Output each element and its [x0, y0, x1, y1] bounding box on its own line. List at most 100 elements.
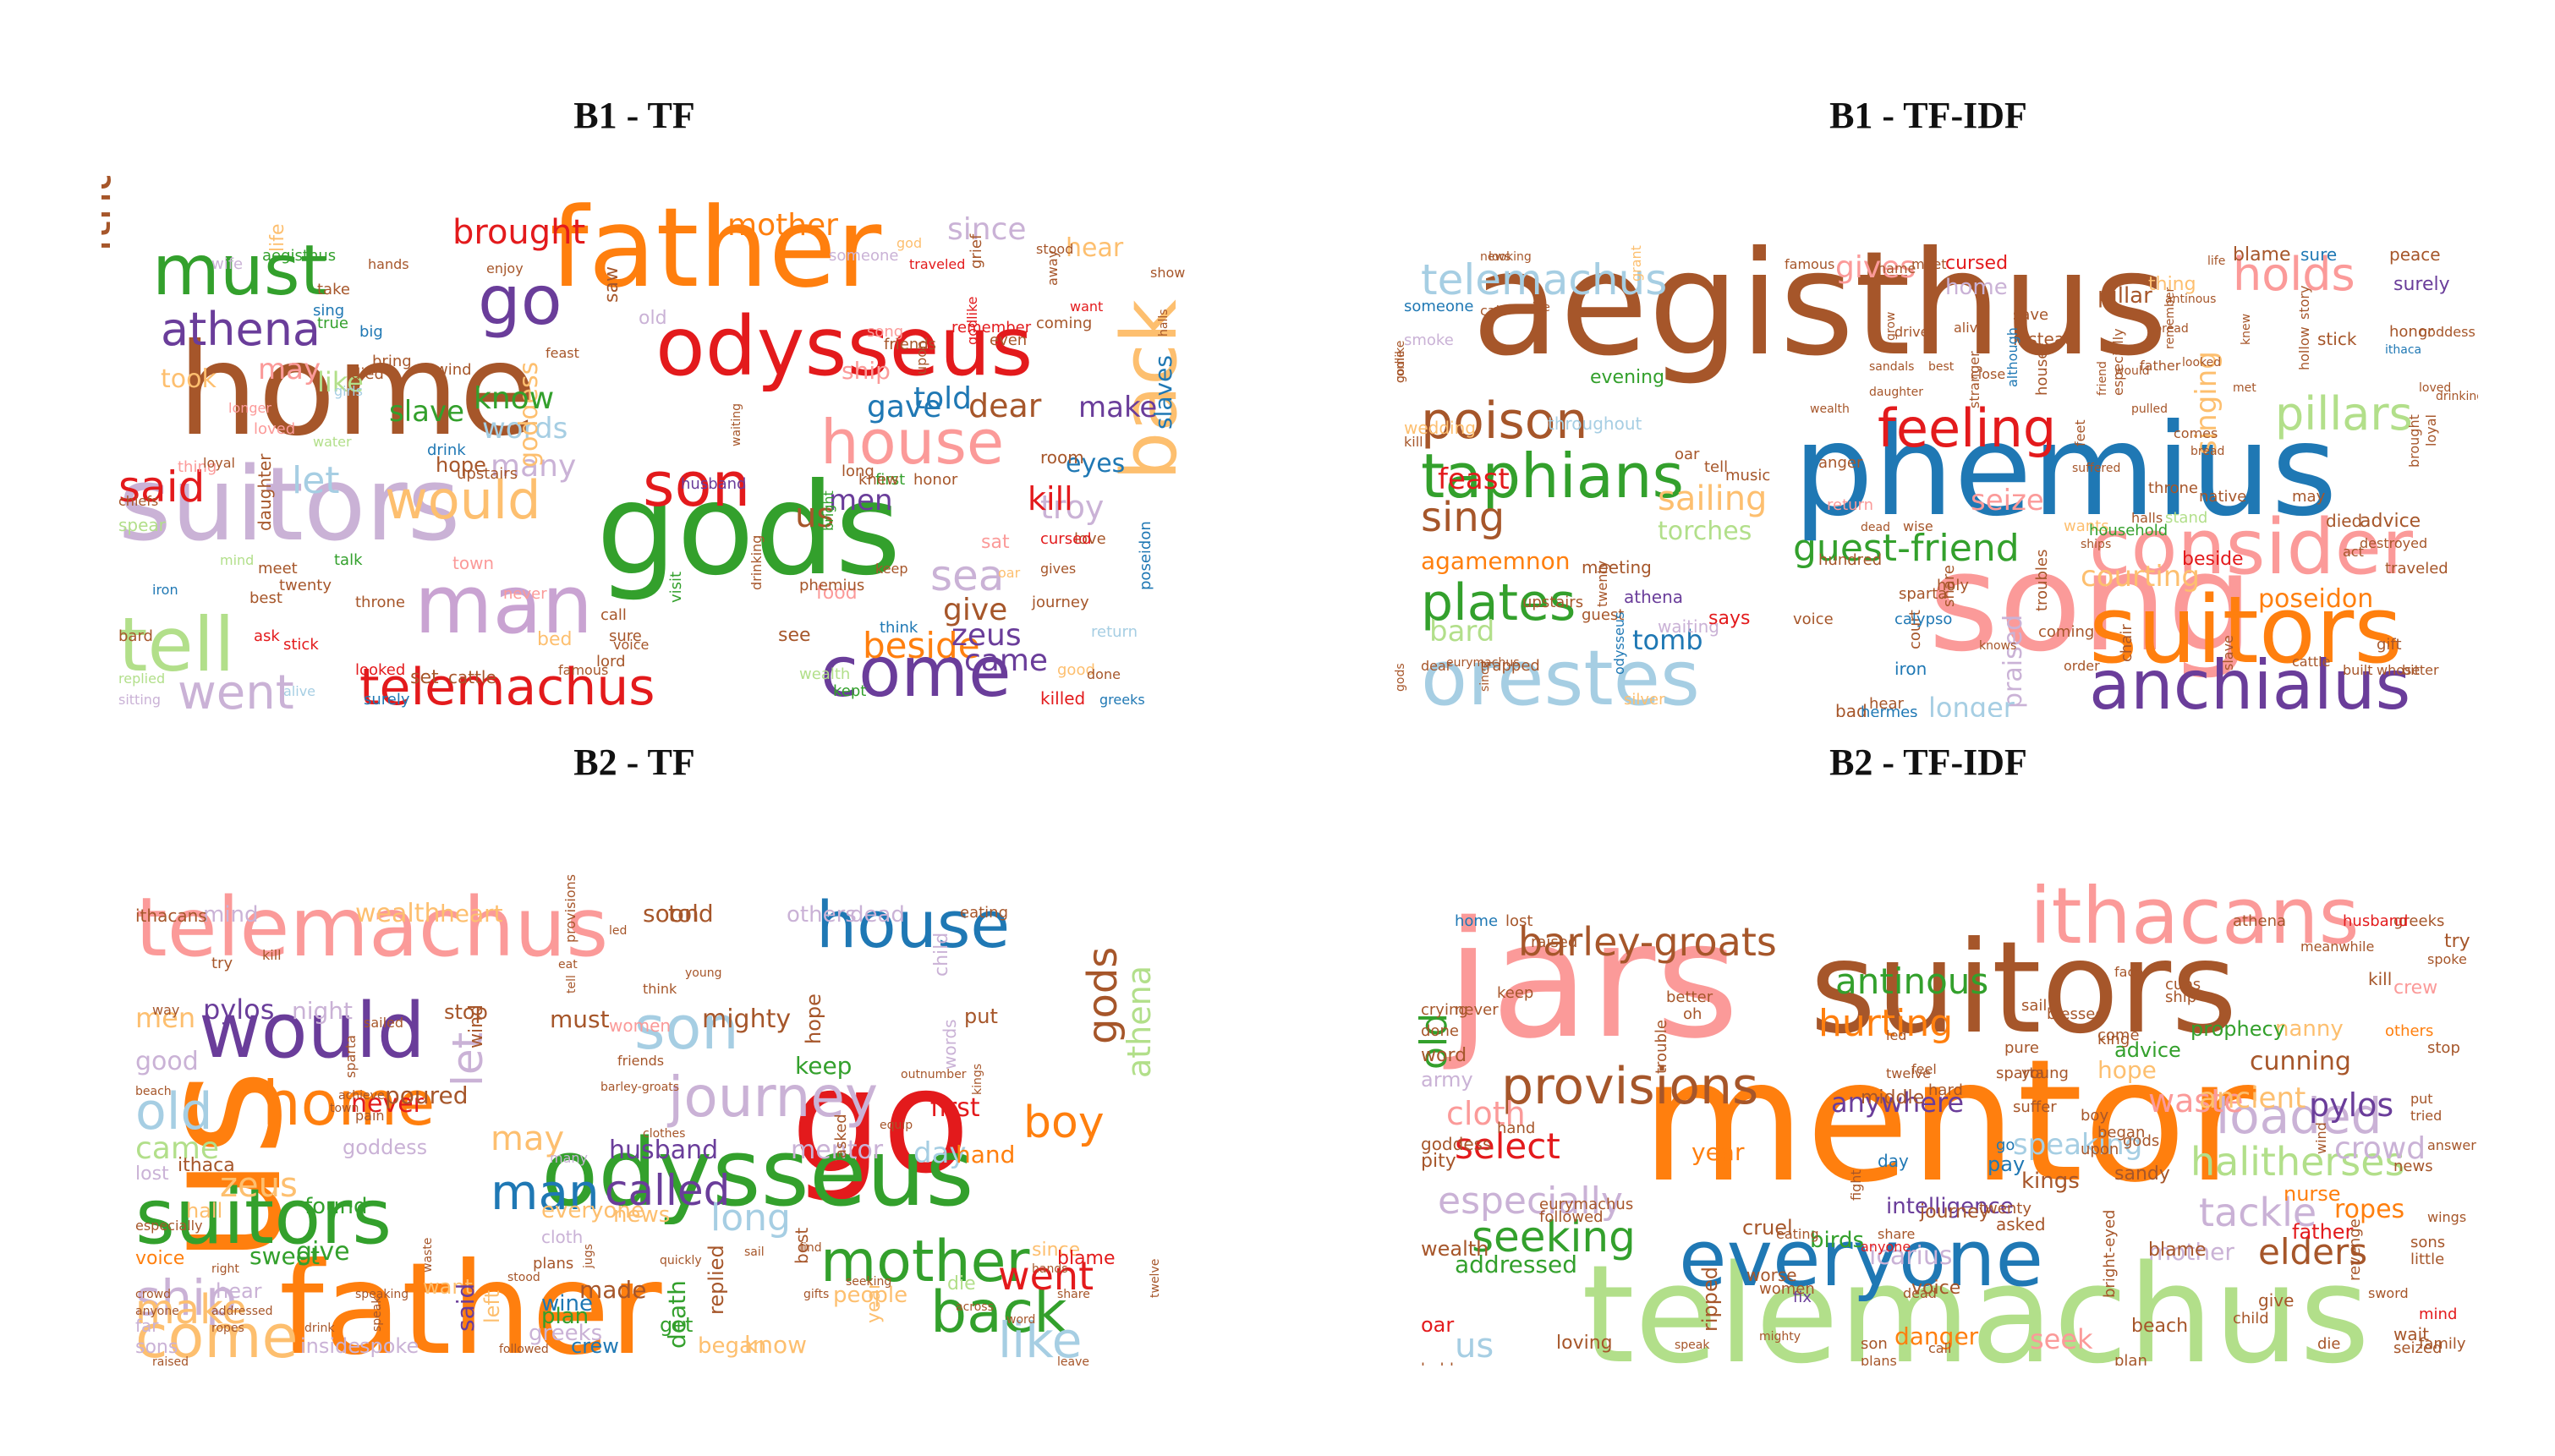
cloud-word: mother: [727, 208, 838, 243]
cloud-word: fix: [1793, 1289, 1812, 1306]
cloud-word: telemachus: [1582, 1235, 2370, 1366]
cloud-word: share: [1057, 1288, 1090, 1301]
cloud-word: feeling: [1878, 397, 2056, 459]
cloud-word: smoke: [1404, 331, 1454, 349]
cloud-word: die: [2317, 1335, 2341, 1353]
cloud-word: someone: [829, 247, 899, 265]
cloud-word: son: [1861, 1335, 1888, 1353]
cloud-word: sandy: [2114, 1163, 2170, 1185]
cloud-word: beach: [135, 1085, 172, 1098]
cloud-word: kill: [262, 947, 282, 963]
cloud-word: grant: [1628, 245, 1644, 282]
cloud-word: men: [829, 484, 893, 517]
cloud-word: jars: [1443, 887, 1739, 1074]
cloud-word: meeting: [1582, 557, 1652, 577]
cloud-word: come: [1394, 350, 1407, 383]
cloud-word: set: [410, 667, 439, 688]
cloud-word: plans: [533, 1255, 573, 1273]
cloud-word: seize: [1971, 484, 2044, 517]
cloud-word: eyes: [1066, 449, 1125, 479]
cloud-word: best: [792, 1228, 812, 1264]
cloud-word: loaded: [2216, 1087, 2382, 1145]
cloud-word: kill: [2368, 969, 2392, 989]
cloud-word: troubles: [2033, 550, 2051, 611]
cloud-word: pillar: [2097, 283, 2152, 309]
cloud-word: inside: [300, 1334, 360, 1358]
cloud-word: best: [249, 589, 282, 607]
cloud-word: act: [2343, 544, 2364, 560]
cloud-word: oar: [1675, 446, 1700, 463]
cloud-word: plan: [2114, 1352, 2147, 1366]
cloud-word: famous: [1785, 256, 1834, 272]
cloud-word: share: [1878, 1226, 1915, 1242]
cloud-word: better: [1666, 988, 1713, 1006]
cloud-word: name: [1878, 260, 1916, 276]
cloud-word: led: [609, 924, 627, 938]
cloud-word: grow: [1884, 312, 1898, 341]
cloud-word: twelve: [1886, 1065, 1931, 1081]
cloud-word: oar: [1421, 1313, 1454, 1337]
cloud-word: sing: [1421, 494, 1505, 541]
cloud-word: dead: [1903, 1285, 1937, 1301]
cloud-word: hope: [2097, 1056, 2157, 1084]
cloud-word: killed: [1040, 688, 1085, 709]
cloud-word: crowd: [2334, 1131, 2426, 1166]
cloud-word: cunning: [2250, 1047, 2351, 1076]
cloud-word: wealth: [355, 899, 441, 928]
cloud-word: anger: [1818, 454, 1863, 472]
cloud-word: life: [267, 223, 288, 252]
cloud-word: thing: [2148, 274, 2196, 295]
cloud-word: athena: [1121, 966, 1158, 1078]
cloud-word: native: [2199, 488, 2246, 506]
cloud-word: dead: [1861, 521, 1890, 534]
cloud-word: speak: [370, 1296, 384, 1332]
cloud-word: hand: [1497, 1119, 1535, 1137]
cloud-word: asked: [1996, 1214, 2046, 1234]
cloud-word: pylos: [203, 993, 274, 1026]
cloud-word: raised: [152, 1355, 189, 1366]
cloud-word: evening: [1590, 367, 1664, 388]
cloud-word: halls: [2131, 510, 2163, 526]
cloud-word: come: [2097, 1026, 2140, 1044]
cloud-word: dear: [968, 387, 1042, 424]
cloud-word: slave: [2220, 635, 2236, 671]
cloud-word: antinous: [2165, 293, 2216, 306]
cloud-word: house: [820, 407, 1004, 478]
cloud-word: mentor: [1641, 1023, 2256, 1220]
cloud-word: lost: [135, 1163, 169, 1185]
cloud-word: mind: [203, 902, 259, 928]
cloud-word: many: [550, 1150, 588, 1166]
cloud-word: pulled: [2131, 402, 2168, 416]
cloud-word: coming: [2038, 623, 2094, 641]
cloud-word: cloth: [1446, 1095, 1526, 1132]
cloud-word: stop: [444, 1000, 488, 1024]
cloud-word: go: [1996, 1136, 2015, 1154]
cloud-word: honor: [2389, 323, 2434, 341]
cloud-word: would: [2114, 364, 2150, 378]
cloud-word: husband: [681, 475, 746, 493]
cloud-word: sail: [744, 1245, 765, 1259]
cloud-word: clothes: [643, 1127, 685, 1141]
cloud-word: throne: [355, 594, 405, 611]
cloud-word: blame: [2148, 1240, 2207, 1261]
cloud-word: gives: [1040, 561, 1076, 577]
cloud-word: word: [1421, 1045, 1467, 1066]
cloud-word: return: [1827, 496, 1873, 514]
cloud-word: beach: [2131, 1316, 2188, 1337]
cloud-word: news: [613, 1202, 670, 1228]
cloud-word: call: [600, 606, 627, 624]
cloud-word: beside: [863, 625, 980, 666]
cloud-word: longer: [228, 400, 271, 416]
cloud-word: singing: [2190, 351, 2223, 455]
cloud-word: sparta: [343, 1035, 359, 1078]
cloud-word: suitors: [1810, 915, 2237, 1062]
cloud-word: chiefs: [118, 493, 158, 509]
cloud-word: chair: [2118, 624, 2136, 662]
cloud-word: seeking: [846, 1275, 891, 1289]
cloud-word: blame: [1057, 1248, 1116, 1269]
cloud-word: aegisthus: [1472, 221, 2168, 388]
cloud-word: since: [947, 212, 1027, 247]
cloud-word: sparta: [1996, 1065, 2044, 1082]
cloud-word: think: [643, 981, 677, 997]
cloud-word: sitting: [118, 692, 161, 708]
